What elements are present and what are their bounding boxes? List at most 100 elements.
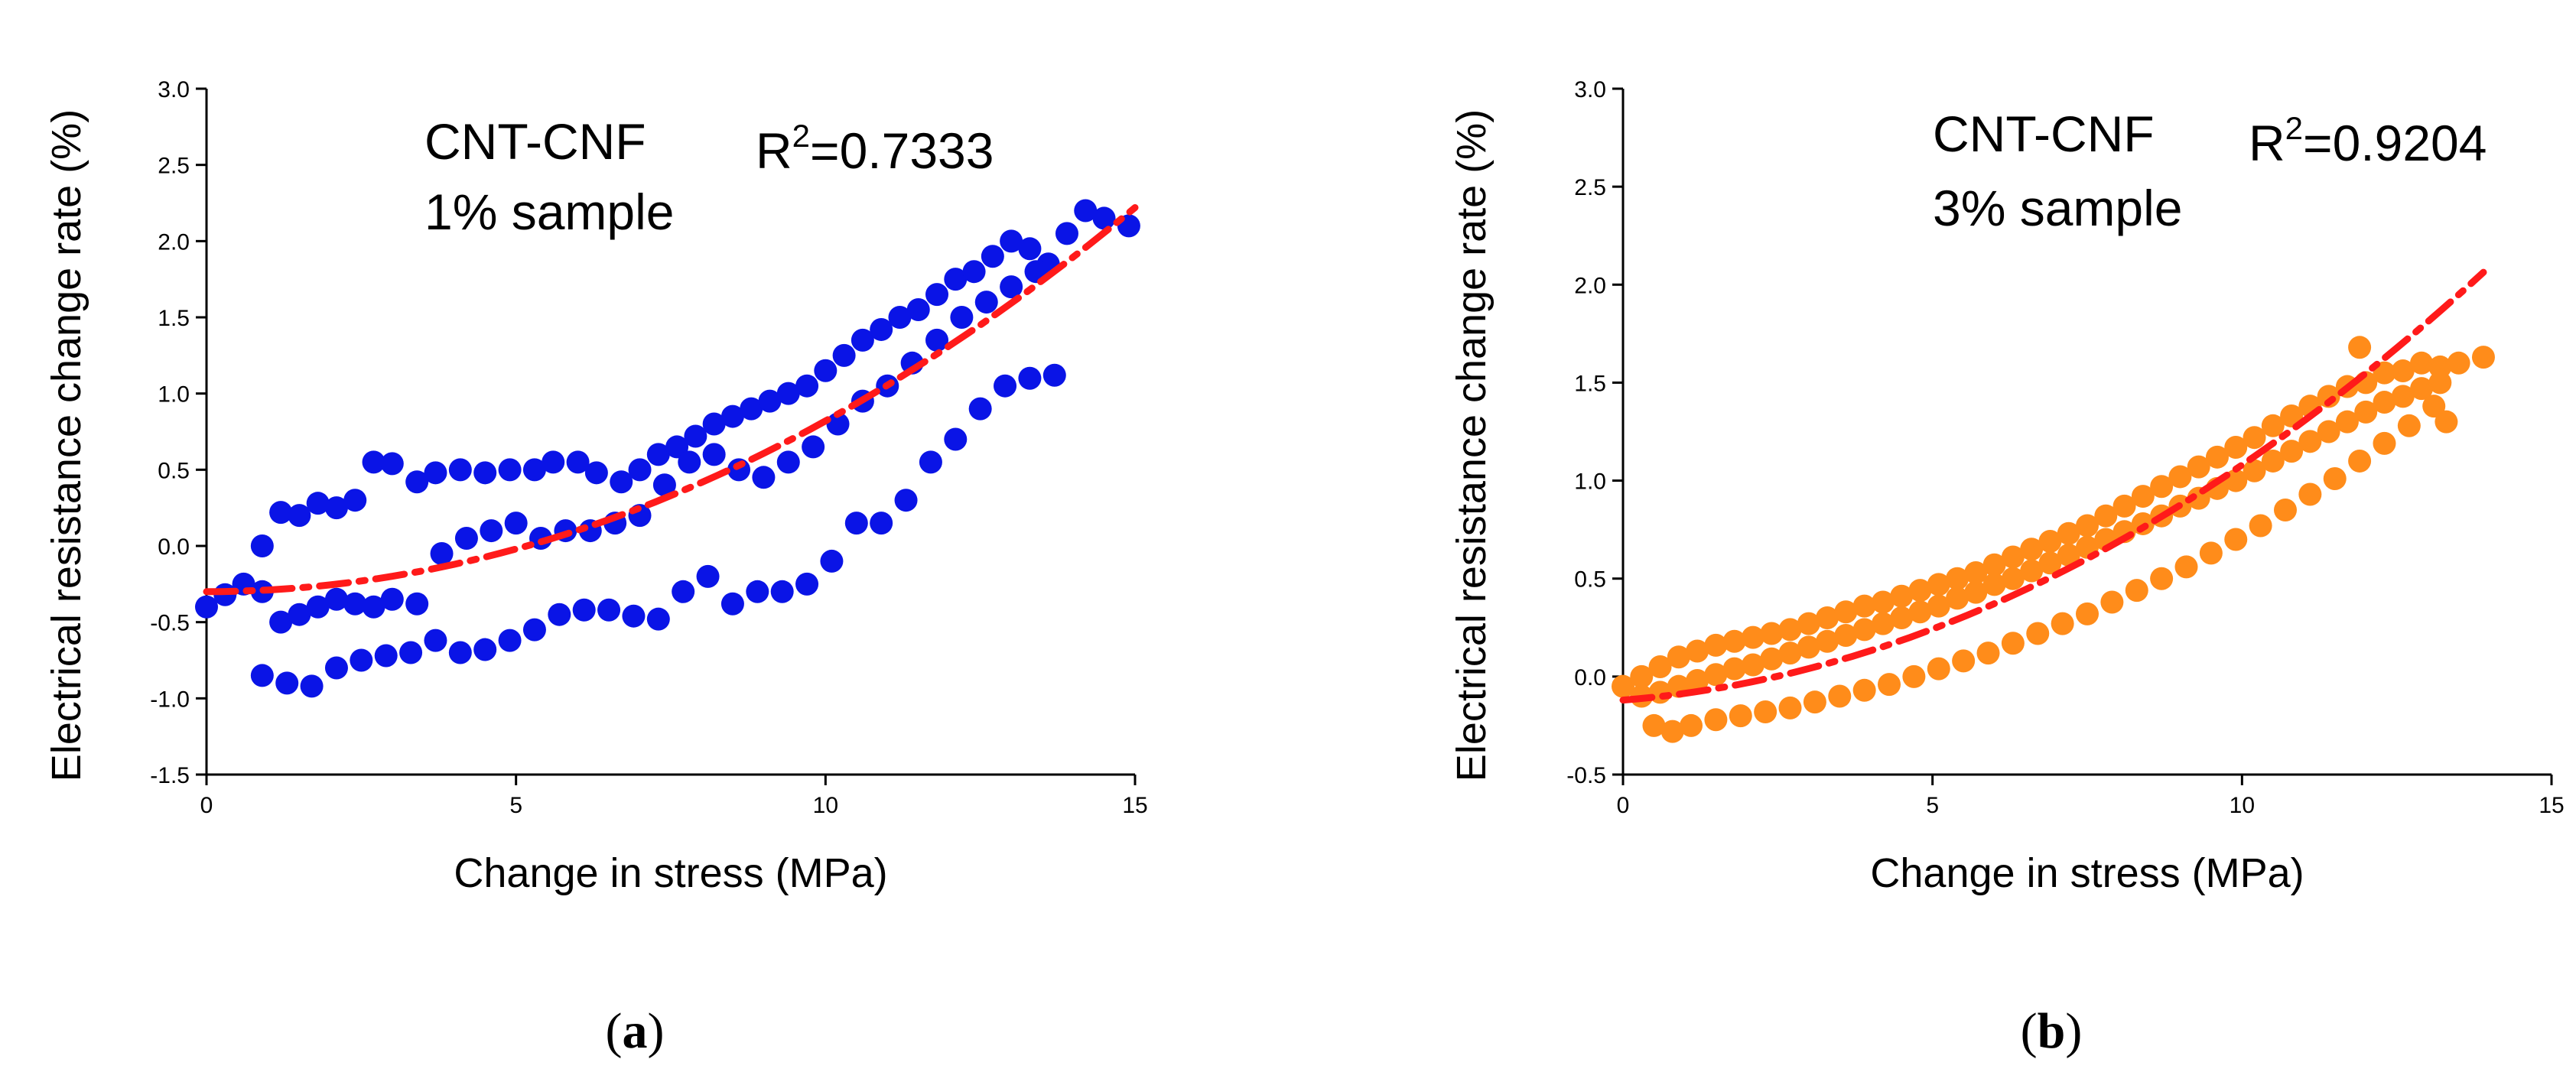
data-point	[2280, 440, 2304, 463]
data-point	[2243, 426, 2266, 450]
data-point	[448, 458, 472, 482]
data-point	[851, 328, 874, 352]
data-point	[994, 374, 1017, 398]
data-point	[2094, 504, 2118, 528]
data-point	[1680, 713, 1703, 737]
data-point	[981, 245, 1004, 268]
data-point	[2373, 431, 2396, 455]
data-point	[380, 452, 404, 476]
data-point	[597, 598, 621, 622]
data-point	[584, 461, 608, 485]
data-point	[950, 306, 974, 329]
data-point	[820, 549, 844, 573]
data-point	[2150, 567, 2174, 590]
data-point	[2391, 385, 2415, 408]
data-point	[343, 592, 367, 616]
data-point	[2261, 449, 2285, 473]
data-point	[1908, 600, 1932, 624]
data-point	[1834, 600, 1858, 624]
data-point	[324, 587, 348, 611]
data-point	[572, 598, 596, 622]
data-point	[2001, 632, 2025, 655]
data-point	[646, 443, 670, 466]
data-point	[974, 291, 998, 314]
y-tick-label: -0.5	[1566, 763, 1606, 788]
data-point	[665, 435, 689, 459]
y-tick-label: 3.0	[158, 77, 190, 102]
data-point	[1816, 629, 1839, 653]
data-point	[2038, 530, 2062, 554]
data-point	[1729, 704, 1752, 728]
data-point	[1964, 580, 1988, 604]
data-point	[1055, 222, 1078, 245]
data-point	[405, 470, 429, 494]
y-tick-label: 2.0	[158, 229, 190, 255]
data-point	[1778, 618, 1802, 642]
data-point	[646, 607, 670, 631]
data-point	[504, 512, 528, 535]
data-point	[1816, 606, 1839, 629]
data-point	[2428, 371, 2452, 395]
data-point	[522, 458, 546, 482]
data-point	[1704, 633, 1728, 657]
data-point	[454, 527, 478, 551]
data-point	[1908, 579, 1932, 603]
data-point	[424, 629, 447, 652]
x-tick-label: 10	[2230, 793, 2255, 818]
data-point	[2076, 514, 2099, 538]
data-point	[752, 466, 776, 489]
data-point	[1946, 586, 1969, 610]
data-point	[962, 260, 986, 284]
data-point	[2428, 355, 2452, 378]
data-point	[870, 317, 893, 341]
y-tick-label: 0.0	[1574, 665, 1606, 690]
data-point	[362, 450, 385, 474]
data-point	[720, 592, 744, 616]
data-point	[288, 504, 311, 528]
fit-curve	[203, 204, 1139, 596]
fit-curve	[1619, 268, 2487, 704]
data-point	[2020, 538, 2044, 561]
data-point	[2354, 400, 2378, 424]
data-point	[2348, 449, 2372, 473]
y-axis-title: Electrical resistance change rate (%)	[44, 109, 89, 781]
data-point	[300, 674, 324, 698]
data-point	[2057, 543, 2080, 567]
data-point	[702, 412, 726, 436]
y-tick-label: 3.0	[1574, 77, 1606, 102]
y-tick-label: -1.5	[150, 763, 190, 788]
data-point	[1000, 275, 1023, 299]
data-point	[2471, 346, 2495, 369]
data-point	[2435, 410, 2458, 434]
data-point	[1667, 645, 1690, 669]
data-point	[324, 656, 348, 680]
data-point	[2373, 391, 2396, 414]
data-point	[498, 458, 522, 482]
data-point	[2057, 521, 2080, 545]
data-point	[1927, 657, 1950, 681]
y-tick-label: 1.5	[1574, 371, 1606, 396]
data-point	[1704, 663, 1728, 687]
data-point	[2150, 475, 2174, 499]
annotation-material: CNT-CNF	[1933, 106, 2155, 162]
data-point	[269, 501, 293, 525]
data-point	[1852, 594, 1876, 618]
data-point	[2323, 467, 2347, 491]
y-tick-label: 0.0	[158, 534, 190, 560]
y-tick-label: 2.5	[158, 154, 190, 179]
data-point	[324, 496, 348, 520]
data-point	[1660, 720, 1684, 743]
x-axis-title: Change in stress (MPa)	[1870, 850, 2304, 896]
data-point	[814, 359, 838, 382]
data-point	[306, 595, 330, 619]
y-tick-label: 0.5	[1574, 567, 1606, 593]
data-point	[250, 664, 274, 687]
y-tick-label: -1.0	[150, 687, 190, 712]
data-point	[2348, 336, 2372, 359]
data-point	[944, 268, 968, 291]
data-point	[1018, 366, 1042, 390]
data-point	[473, 461, 497, 485]
data-point	[380, 587, 404, 611]
data-point	[1741, 653, 1764, 677]
